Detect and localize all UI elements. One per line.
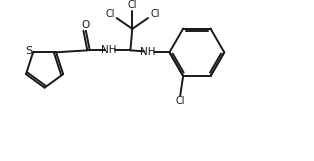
Text: O: O <box>81 20 89 30</box>
Text: Cl: Cl <box>105 9 115 19</box>
Text: S: S <box>26 46 33 56</box>
Text: Cl: Cl <box>150 9 160 19</box>
Text: Cl: Cl <box>176 96 185 106</box>
Text: NH: NH <box>140 47 156 57</box>
Text: Cl: Cl <box>127 0 137 10</box>
Text: NH: NH <box>101 45 116 55</box>
